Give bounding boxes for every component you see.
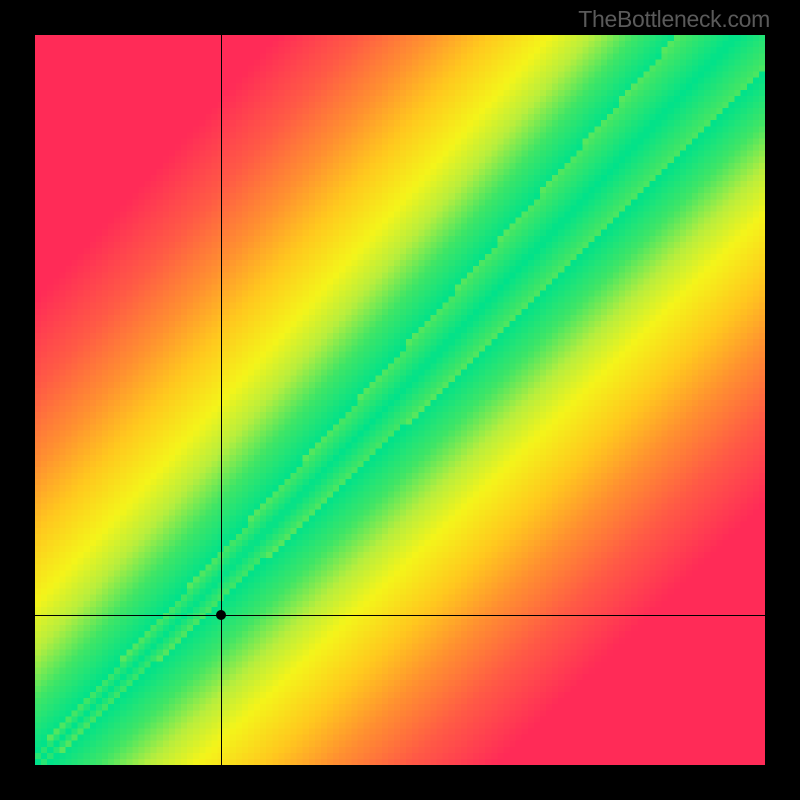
crosshair-horizontal xyxy=(35,615,765,616)
crosshair-marker xyxy=(216,610,226,620)
plot-area xyxy=(35,35,765,765)
crosshair-vertical xyxy=(221,35,222,765)
watermark-text: TheBottleneck.com xyxy=(578,6,770,33)
heatmap-canvas xyxy=(35,35,765,765)
